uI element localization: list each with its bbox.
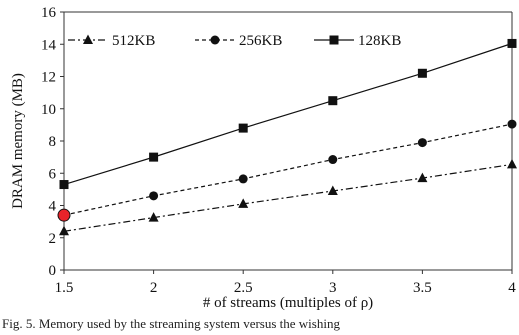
legend-marker	[83, 34, 93, 44]
y-tick-labels: 0 2 4 6 8 10 12 14 16	[41, 5, 64, 279]
line-chart: 0 2 4 6 8 10 12 14 16 1.5 2 2.5 3 3.5 4 512KB 256KB 128…	[10, 5, 517, 311]
y-tick-label: 12	[41, 70, 56, 86]
series-128KB	[59, 38, 517, 190]
data-point	[149, 191, 159, 201]
figure-caption: Fig. 5. Memory used by the streaming sys…	[2, 316, 340, 331]
y-axis-title: DRAM memory (MB)	[10, 73, 26, 209]
x-tick-labels: 1.5 2 2.5 3 3.5 4	[55, 270, 516, 296]
data-point	[238, 123, 248, 133]
series-512KB	[59, 158, 517, 236]
legend-item: 512KB	[68, 33, 155, 49]
y-tick-label: 2	[49, 231, 57, 247]
legend-item: 256KB	[195, 33, 282, 49]
legend-marker	[210, 35, 220, 45]
data-point	[417, 68, 427, 78]
y-tick-label: 0	[49, 263, 57, 279]
x-tick-label: 2	[150, 280, 158, 296]
x-axis-title: # of streams (multiples of ρ)	[203, 295, 373, 311]
y-tick-label: 10	[41, 102, 56, 118]
data-point	[327, 185, 338, 195]
data-point	[328, 155, 338, 165]
data-point	[507, 38, 517, 48]
data-point	[149, 152, 159, 162]
y-tick-label: 4	[49, 199, 57, 215]
y-tick-label: 6	[49, 166, 57, 182]
legend-marker	[329, 35, 339, 45]
x-tick-label: 3	[329, 280, 337, 296]
data-point	[507, 158, 517, 169]
series-line	[63, 42, 513, 186]
y-tick-label: 16	[41, 5, 57, 21]
data-point	[417, 138, 427, 148]
legend-label: 512KB	[112, 33, 155, 49]
data-point	[148, 212, 159, 222]
x-tick-label: 3.5	[413, 280, 432, 296]
x-tick-label: 2.5	[234, 280, 253, 296]
data-point	[328, 96, 338, 106]
y-tick-label: 14	[41, 37, 57, 53]
data-point	[238, 198, 249, 208]
highlighted-point	[57, 208, 71, 222]
legend: 512KB 256KB 128KB	[68, 33, 401, 49]
series-256KB	[57, 119, 517, 222]
legend-item: 128KB	[314, 33, 401, 49]
series-layer	[57, 38, 517, 236]
axes	[63, 11, 513, 271]
series-line	[63, 123, 513, 216]
x-tick-label: 1.5	[55, 280, 74, 296]
legend-label: 128KB	[358, 33, 401, 49]
x-tick-label: 4	[508, 280, 516, 296]
series-line	[63, 163, 513, 232]
data-point	[417, 172, 428, 183]
data-point	[59, 180, 69, 190]
legend-label: 256KB	[239, 33, 282, 49]
data-point	[59, 225, 69, 236]
data-point	[238, 174, 248, 184]
y-tick-label: 8	[49, 134, 57, 150]
data-point	[507, 119, 517, 129]
